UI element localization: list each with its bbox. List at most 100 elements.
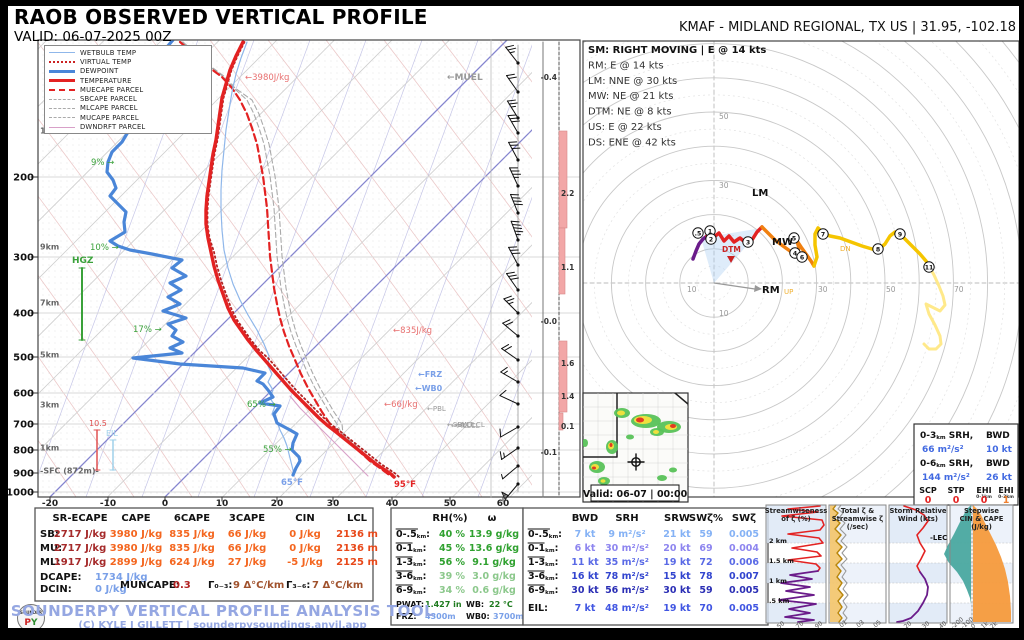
chart-gfx <box>511 223 521 226</box>
legend-item: TEMPERATURE <box>49 76 211 85</box>
omega-value: 1.6 <box>561 359 574 368</box>
thermo-col-header: CAPE <box>121 513 150 524</box>
chart-gfx: 1734 J/kg <box>95 572 148 583</box>
thermo-value: 3980 J/kg <box>110 543 163 554</box>
chart-gfx <box>889 603 947 623</box>
wetbulb-curve <box>220 41 295 477</box>
chart-gfx: km <box>413 576 423 582</box>
hodo-label-DN: DN <box>840 245 851 253</box>
chart-gfx <box>889 563 947 583</box>
chart-gfx <box>903 505 929 573</box>
kinematics-value: 19 kt <box>663 557 691 568</box>
chart-gfx <box>503 452 505 458</box>
thermo-value: 0 J/kg <box>289 529 321 540</box>
chart-gfx: DCIN: <box>40 584 72 595</box>
storm-motion-line: DTM: NE @ 8 kts <box>588 107 672 118</box>
chart-gfx <box>583 111 886 455</box>
kinematics-value: 0.005 <box>729 603 759 614</box>
omega-mixing-value: 13.9 g/kg <box>469 529 519 540</box>
chart-gfx <box>837 504 849 623</box>
chart-gfx <box>583 43 954 497</box>
skewt-annotation: 10% → <box>90 243 119 253</box>
panel-title: Streamwiseness <box>765 507 828 515</box>
chart-gfx: km <box>545 576 555 582</box>
panel-title: CIN & CAPE <box>960 515 1004 523</box>
ring-label: 30 <box>719 181 729 190</box>
chart-gfx: : <box>555 557 559 568</box>
skewt-curves <box>105 40 400 479</box>
chart-gfx: : <box>423 585 427 596</box>
wind-barbs <box>499 44 524 500</box>
chart-gfx <box>502 319 511 324</box>
legend-label: MUCAPE PARCEL <box>80 113 139 122</box>
chart-gfx <box>705 233 717 245</box>
chart-gfx <box>670 424 676 428</box>
kinematics-value: 78 <box>699 571 713 582</box>
kinematics-value: 70 <box>699 603 713 614</box>
thermo-value: 1917 J/kg <box>54 557 107 568</box>
pressure-tick: 500 <box>13 353 34 364</box>
kinematics-value: 59 <box>699 529 712 540</box>
chart-gfx <box>583 41 971 497</box>
skewt-annotation: ←PBL <box>427 405 446 413</box>
chart-gfx <box>37 39 581 498</box>
kinematics-value: 35 m²/s² <box>605 557 649 568</box>
thermo-col-header: SR-ECAPE <box>52 513 107 524</box>
thermo-value: 66 J/kg <box>228 529 267 540</box>
chart-gfx: 6-9 <box>528 585 545 596</box>
panel-height-label: 1 km <box>769 577 787 585</box>
kinematics-value: 21 kt <box>663 529 691 540</box>
rh-value: 40 % <box>439 529 466 540</box>
chart-gfx: 0-6km SRH, <box>920 459 973 469</box>
ring-label: 30 <box>818 285 828 294</box>
chart-gfx: 144 m²/s² <box>922 473 970 483</box>
hodo-label-UP: UP <box>784 288 793 296</box>
chart-gfx: P <box>24 618 31 628</box>
chart-gfx <box>510 105 517 108</box>
chart-gfx: PY <box>24 618 38 628</box>
chart-gfx: 22 °C <box>489 600 513 609</box>
chart-gfx <box>874 41 1005 497</box>
chart-gfx: : <box>423 571 427 582</box>
skewt-annotation: 55% → <box>263 445 292 455</box>
chart-gfx: : <box>555 543 559 554</box>
chart-gfx <box>507 114 517 117</box>
chart-gfx: 0 <box>925 495 932 506</box>
thermo-value: 2717 J/kg <box>54 529 107 540</box>
ring-label: 50 <box>886 285 896 294</box>
chart-gfx: km <box>936 435 946 441</box>
chart-gfx <box>765 504 827 624</box>
chart-gfx: Γ₃₋₆: <box>286 580 310 591</box>
radar-inset: Valid: 06-07 | 00:00 <box>582 392 689 503</box>
chart-gfx: WB: <box>466 600 484 609</box>
chart-gfx <box>503 370 508 375</box>
temp-tick: 30 <box>327 499 340 509</box>
storm-motion-line: MW: NE @ 21 kts <box>588 91 673 102</box>
kinematics-value: 0.004 <box>729 543 759 554</box>
omega-value: 1.4 <box>561 392 574 401</box>
storm-motion-line: LM: NNE @ 30 kts <box>588 76 677 87</box>
chart-gfx <box>742 236 754 248</box>
pressure-tick: 400 <box>13 309 34 320</box>
chart-gfx: 0 J/kg <box>95 584 127 595</box>
panel-x-tick: 2k <box>989 620 1000 630</box>
temp-tick: 0 <box>162 499 168 509</box>
temperature-curve <box>204 40 396 479</box>
chart-gfx <box>944 505 971 604</box>
chart-gfx: 0-3 <box>920 431 936 441</box>
chart-gfx: 1-3km: <box>396 557 426 568</box>
skewt-annotation: 9% → <box>91 158 114 168</box>
chart-gfx <box>653 430 659 434</box>
chart-gfx: 0 <box>953 495 960 506</box>
station-title: KMAF - MIDLAND REGIONAL, TX US | 31.95, … <box>679 20 1016 35</box>
legend-item: WETBULB TEMP <box>49 48 211 57</box>
chart-gfx <box>872 243 884 255</box>
temp-tick: 20 <box>271 499 284 509</box>
skewt-annotation: 10.5 <box>89 419 107 428</box>
chart-gfx <box>674 393 688 405</box>
chart-gfx: 10 kt <box>986 445 1013 455</box>
legend-swatch <box>49 69 75 73</box>
chart-gfx <box>514 230 524 233</box>
chart-gfx <box>505 44 514 48</box>
